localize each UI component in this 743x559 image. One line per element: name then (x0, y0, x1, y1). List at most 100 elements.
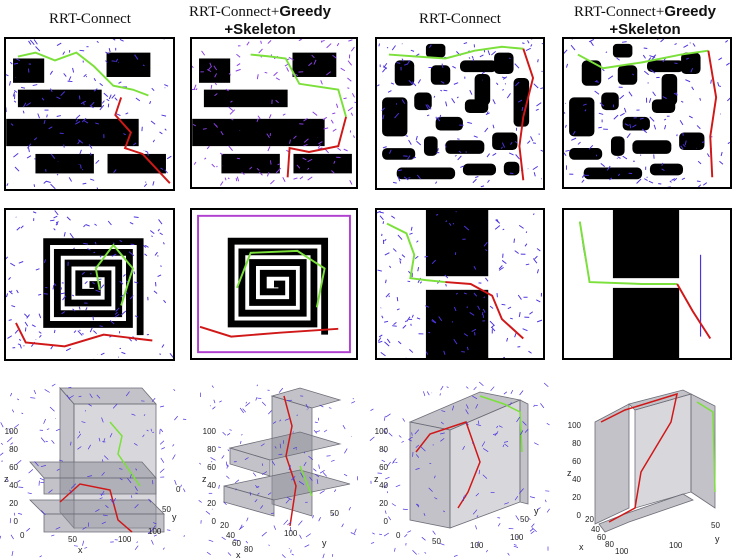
tree-edge (481, 311, 484, 316)
tree-edge (75, 119, 79, 122)
tree-edge (475, 493, 480, 497)
tree-edge (619, 94, 625, 100)
final-path (445, 281, 524, 340)
tree-edge (111, 94, 116, 99)
tree-edge (228, 106, 234, 111)
tree-edge (482, 474, 488, 479)
z-tick: 60 (207, 463, 216, 472)
tree-edge (218, 484, 220, 489)
tree-edge (162, 242, 165, 245)
tree-edge (87, 475, 93, 477)
tree-edge (60, 292, 66, 295)
tree-edge (123, 133, 126, 136)
tree-edge (95, 122, 99, 125)
tree-edge (121, 310, 127, 316)
tree-edge (291, 553, 294, 556)
tree-edge (530, 530, 535, 534)
tree-edge (396, 296, 399, 302)
tree-edge (673, 177, 678, 182)
tree-edge (332, 128, 337, 132)
z-axis: 100 80 60 40 20 0 z (4, 427, 19, 526)
tree-edge (161, 114, 167, 117)
tree-edge (180, 484, 182, 488)
tree-edge (483, 296, 486, 299)
tree-edge (617, 156, 621, 159)
tree-edge (389, 265, 392, 268)
tree-edge (51, 534, 55, 537)
tree-edge (213, 122, 218, 128)
tree-edge (68, 177, 72, 182)
tree-edge (234, 479, 240, 484)
tree-edge (649, 55, 655, 58)
tree-edge (424, 255, 428, 258)
tree-edge (491, 326, 496, 332)
tree-edge (326, 71, 331, 76)
tree-edge (279, 443, 282, 449)
tree-edge (343, 473, 348, 477)
tree-edge (93, 88, 98, 92)
tree-edge (473, 135, 478, 138)
z-label: z (4, 474, 9, 484)
tree-edge (308, 455, 314, 460)
tree-edge (328, 407, 332, 409)
tree-edge (16, 459, 22, 465)
tree-edge (211, 508, 213, 510)
tree-edge (407, 155, 411, 160)
tree-edge (653, 124, 657, 130)
tree-edge (530, 44, 533, 47)
tree-edge (49, 70, 53, 75)
tree-edge (8, 319, 12, 321)
tree-edge (270, 512, 274, 515)
tree-edge (588, 144, 594, 150)
panel-corridor-greedy-skeleton (562, 208, 732, 360)
plot3d-rrt-connect-1: 100 80 60 40 20 0 z 0 50 100 x 0 50 100 … (0, 382, 187, 558)
tree-edge (404, 63, 408, 66)
tree-edge (20, 225, 24, 229)
tree-edge (347, 106, 353, 112)
tree-edge (286, 67, 290, 72)
tree-edge (172, 444, 175, 447)
spiral-wall (43, 238, 144, 336)
tree-edge (24, 321, 29, 327)
tree-edge (302, 157, 307, 161)
tree-edge (134, 315, 139, 318)
tree-edge (134, 54, 139, 60)
tree-edge (312, 111, 318, 116)
tree-edge (236, 157, 241, 160)
tree-edge (128, 251, 135, 257)
tree-edge (508, 57, 511, 60)
tree-edge (385, 476, 390, 480)
rrt-tree (377, 210, 543, 358)
tree-edge (225, 88, 229, 92)
header-rrt-connect-greedy-skeleton-1: RRT-Connect+Greedy +Skeleton (180, 3, 340, 39)
tree-edge (399, 260, 402, 264)
tree-edge (480, 185, 485, 188)
z-tick: 20 (207, 499, 216, 508)
tree-edge (46, 114, 48, 118)
tree-edge (290, 549, 292, 553)
tree-edge (383, 415, 386, 421)
tree-edge (75, 120, 81, 125)
tree-edge (402, 324, 407, 329)
tree-edge (229, 109, 236, 115)
tree-edge (528, 350, 532, 354)
tree-edge (101, 471, 105, 476)
tree-edge (378, 334, 383, 338)
tree-edge (322, 472, 327, 477)
tree-edge (415, 468, 420, 470)
tree-edge (378, 43, 381, 47)
tree-edge (519, 488, 524, 494)
tree-edge (98, 437, 101, 442)
tree-edge (160, 428, 164, 433)
header-rrt-connect-2: RRT-Connect (419, 11, 501, 27)
tree-edge (453, 82, 459, 85)
plot3d-svg-4: 100 80 60 40 20 0 z 20 40 60 80 100 x 50… (567, 389, 720, 556)
tree-edge (347, 60, 352, 66)
tree-edge (12, 91, 16, 97)
tree-edge (233, 539, 239, 542)
tree-edge (278, 453, 283, 456)
tree-edge (335, 103, 339, 108)
blocks-map-2 (564, 39, 730, 187)
tree-edge (478, 381, 484, 387)
tree-edge (460, 165, 464, 168)
